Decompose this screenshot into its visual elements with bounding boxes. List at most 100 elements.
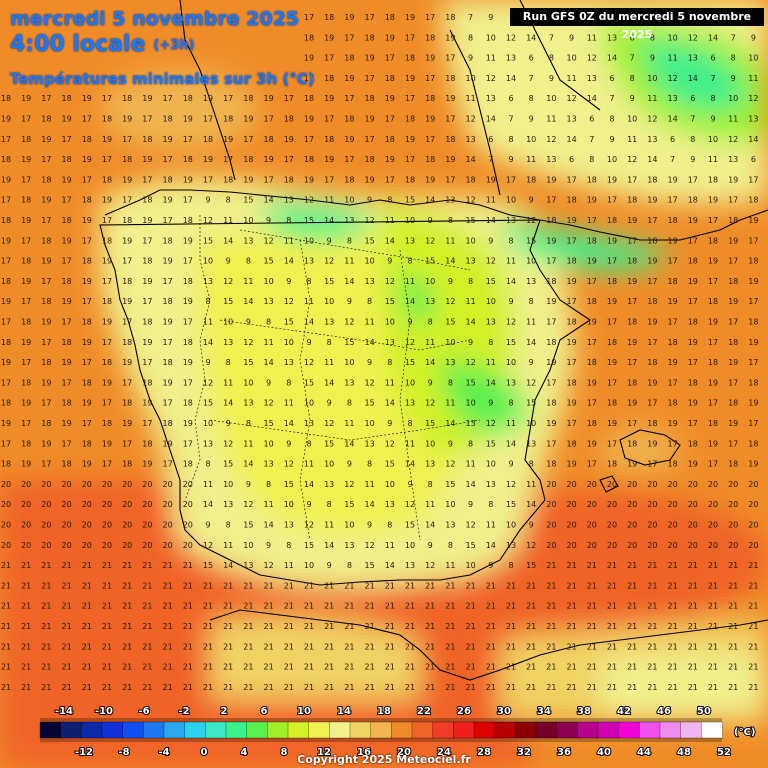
grid-value: 21 xyxy=(183,683,193,692)
grid-value: 21 xyxy=(163,683,173,692)
grid-value: 19 xyxy=(102,439,112,448)
grid-value: 18 xyxy=(344,54,354,63)
grid-value: 8 xyxy=(226,521,231,530)
grid-value: 14 xyxy=(344,439,354,448)
grid-value: 10 xyxy=(425,439,435,448)
grid-value: 17 xyxy=(62,196,72,205)
grid-value: 17 xyxy=(122,439,132,448)
grid-value: 20 xyxy=(647,500,657,509)
grid-value: 17 xyxy=(41,216,51,225)
grid-value: 20 xyxy=(21,521,31,530)
grid-value: 19 xyxy=(21,155,31,164)
grid-value: 20 xyxy=(41,521,51,530)
grid-value: 17 xyxy=(344,33,354,42)
legend-swatch xyxy=(535,721,558,739)
grid-value: 11 xyxy=(526,318,536,327)
grid-value: 20 xyxy=(82,480,92,489)
grid-value: 11 xyxy=(445,561,455,570)
grid-value: 11 xyxy=(344,257,354,266)
grid-value: 10 xyxy=(526,419,536,428)
grid-value: 21 xyxy=(546,581,556,590)
grid-value: 17 xyxy=(21,115,31,124)
grid-value: 17 xyxy=(445,54,455,63)
grid-value: 14 xyxy=(425,521,435,530)
grid-value: 18 xyxy=(728,216,738,225)
grid-value: 21 xyxy=(284,683,294,692)
grid-value: 21 xyxy=(223,581,233,590)
grid-value: 18 xyxy=(405,115,415,124)
grid-value: 21 xyxy=(668,683,678,692)
grid-value: 12 xyxy=(567,94,577,103)
grid-value: 21 xyxy=(466,642,476,651)
grid-value: 18 xyxy=(62,94,72,103)
grid-value: 21 xyxy=(708,602,718,611)
grid-value: 9 xyxy=(327,561,332,570)
grid-value: 17 xyxy=(102,338,112,347)
grid-value: 19 xyxy=(163,378,173,387)
grid-value: 19 xyxy=(142,277,152,286)
grid-value: 19 xyxy=(425,175,435,184)
grid-value: 19 xyxy=(122,115,132,124)
grid-value: 9 xyxy=(347,460,352,469)
grid-value: 10 xyxy=(506,358,516,367)
grid-value: 13 xyxy=(466,257,476,266)
grid-value: 19 xyxy=(41,378,51,387)
grid-value: 20 xyxy=(183,500,193,509)
grid-value: 15 xyxy=(203,236,213,245)
grid-value: 19 xyxy=(728,358,738,367)
legend-bottom-label: 24 xyxy=(437,747,451,758)
grid-value: 19 xyxy=(546,419,556,428)
grid-value: 21 xyxy=(668,581,678,590)
grid-value: 19 xyxy=(324,94,334,103)
grid-value: 10 xyxy=(243,378,253,387)
legend-swatch xyxy=(349,721,372,739)
grid-value: 18 xyxy=(324,13,334,22)
grid-value: 14 xyxy=(324,216,334,225)
grid-value: 20 xyxy=(62,500,72,509)
grid-value: 17 xyxy=(41,94,51,103)
grid-value: 17 xyxy=(627,175,637,184)
grid-value: 21 xyxy=(728,683,738,692)
grid-value: 10 xyxy=(223,318,233,327)
legend-swatch xyxy=(205,721,227,739)
grid-value: 18 xyxy=(41,236,51,245)
grid-value: 19 xyxy=(243,115,253,124)
grid-value: 21 xyxy=(748,561,758,570)
grid-value: 7 xyxy=(630,54,635,63)
grid-value: 17 xyxy=(748,419,758,428)
grid-value: 17 xyxy=(627,419,637,428)
grid-value: 8 xyxy=(609,115,614,124)
grid-value: 11 xyxy=(445,399,455,408)
grid-value: 19 xyxy=(385,155,395,164)
grid-value: 18 xyxy=(62,460,72,469)
grid-value: 19 xyxy=(62,358,72,367)
legend-bottom-label: 48 xyxy=(677,747,691,758)
grid-value: 13 xyxy=(344,216,354,225)
grid-value: 13 xyxy=(405,236,415,245)
grid-value: 18 xyxy=(688,318,698,327)
grid-value: 18 xyxy=(546,277,556,286)
grid-value: 18 xyxy=(284,115,294,124)
grid-value: 21 xyxy=(647,622,657,631)
grid-value: 11 xyxy=(506,257,516,266)
grid-value: 13 xyxy=(506,541,516,550)
grid-value: 9 xyxy=(630,94,635,103)
grid-value: 13 xyxy=(365,277,375,286)
grid-value: 21 xyxy=(324,602,334,611)
grid-value: 21 xyxy=(163,581,173,590)
grid-value: 21 xyxy=(21,602,31,611)
grid-value: 9 xyxy=(751,33,756,42)
grid-value: 17 xyxy=(546,378,556,387)
grid-value: 12 xyxy=(526,216,536,225)
grid-value: 17 xyxy=(708,277,718,286)
grid-value: 19 xyxy=(102,318,112,327)
grid-value: 21 xyxy=(728,663,738,672)
color-scale-legend: -14 -10 -6 -2 2 6 10 14 18 22 26 30 34 38 42 46 50 -12 -8… xyxy=(39,705,756,759)
grid-value: 19 xyxy=(82,338,92,347)
grid-value: 8 xyxy=(448,216,453,225)
grid-value: 8 xyxy=(630,74,635,83)
grid-value: 15 xyxy=(466,541,476,550)
grid-value: 18 xyxy=(587,419,597,428)
grid-value: 17 xyxy=(183,196,193,205)
grid-value: 12 xyxy=(466,115,476,124)
